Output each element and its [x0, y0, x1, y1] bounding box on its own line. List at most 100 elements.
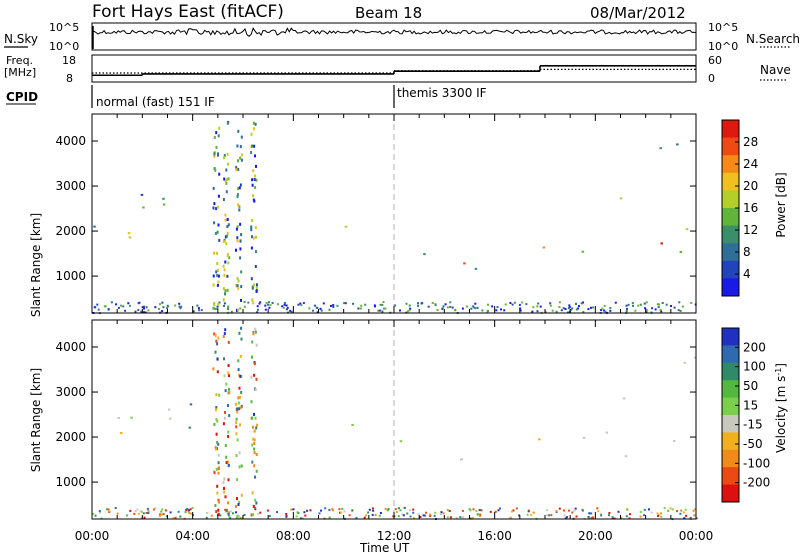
- echo-cell: [251, 355, 253, 359]
- echo-cell: [622, 397, 626, 400]
- echo-cell: [286, 306, 289, 309]
- echo-cell: [239, 256, 242, 260]
- nsky-line: [91, 27, 697, 37]
- echo-cell: [343, 510, 346, 513]
- echo-cell: [227, 261, 230, 265]
- echo-cell: [215, 145, 218, 149]
- echo-cell: [515, 507, 518, 510]
- echo-cell: [546, 514, 549, 517]
- echo-cell: [224, 292, 226, 296]
- figure-title: Fort Hays East (fitACF): [92, 2, 284, 22]
- echo-cell: [240, 270, 243, 274]
- cpid-entry-normal: normal (fast) 151 IF: [96, 95, 215, 109]
- echo-cell: [235, 408, 238, 411]
- echo-cell: [412, 508, 415, 511]
- echo-cell: [259, 301, 262, 304]
- echo-cell: [474, 302, 477, 305]
- echo-cell: [213, 152, 216, 156]
- echo-cell: [236, 225, 239, 229]
- echo-cell: [496, 306, 499, 309]
- echo-cell: [596, 507, 599, 510]
- echo-cell: [212, 306, 215, 310]
- echo-cell: [472, 508, 475, 511]
- echo-cell: [227, 460, 229, 464]
- echo-cell: [239, 247, 242, 251]
- echo-cell: [253, 464, 256, 468]
- echo-cell: [238, 208, 241, 212]
- echo-cell: [322, 302, 325, 305]
- echo-cell: [227, 177, 230, 181]
- echo-cell: [252, 169, 255, 173]
- echo-cell: [632, 304, 634, 307]
- freq-label-line1: Freq.: [6, 54, 33, 67]
- echo-cell: [519, 309, 522, 312]
- echo-cell: [576, 307, 579, 310]
- y-tick-label: 1000: [55, 475, 86, 489]
- echo-cell: [513, 301, 516, 304]
- echo-cell: [377, 309, 380, 312]
- echo-cell: [328, 516, 331, 519]
- echo-cell: [237, 279, 240, 283]
- echo-cell: [617, 510, 620, 513]
- echo-cell: [223, 490, 226, 494]
- echo-cell: [250, 132, 253, 136]
- echo-cell: [328, 509, 331, 511]
- y-tick-label: 4000: [55, 134, 86, 148]
- echo-cell: [486, 311, 489, 314]
- echo-cell: [283, 303, 286, 306]
- echo-cell: [147, 509, 150, 512]
- echo-cell: [253, 412, 255, 416]
- echo-cell: [509, 302, 512, 304]
- echo-cell: [254, 226, 257, 229]
- echo-cell: [669, 507, 672, 510]
- echo-cell: [197, 307, 200, 310]
- colorbar-tick-label: -15: [743, 418, 763, 432]
- echo-cell: [227, 404, 229, 407]
- echo-cell: [255, 343, 258, 347]
- echo-cell: [332, 509, 335, 512]
- echo-cell: [256, 305, 259, 308]
- echo-cell: [289, 309, 292, 312]
- echo-cell: [227, 308, 229, 311]
- echo-cell: [154, 507, 157, 510]
- echo-cell: [252, 194, 255, 198]
- echo-cell: [228, 387, 230, 391]
- echo-cell: [187, 509, 190, 512]
- echo-cell: [670, 305, 672, 307]
- x-tick-label: 12:00: [377, 529, 412, 543]
- colorbar-swatch: [722, 467, 739, 486]
- echo-cell: [161, 508, 164, 511]
- power-heatmap-panel: 1000 2000 3000 4000: [55, 113, 697, 315]
- echo-cell: [217, 498, 220, 502]
- nsky-tick-high: 10^5: [49, 21, 79, 34]
- echo-cell: [255, 469, 258, 473]
- echo-cell: [254, 327, 257, 331]
- colorbar-swatch: [722, 208, 739, 227]
- echo-cell: [253, 127, 255, 131]
- colorbar-tick-label: -100: [743, 456, 770, 470]
- echo-cell: [167, 408, 171, 411]
- echo-cell: [281, 305, 284, 308]
- echo-cell: [254, 154, 256, 158]
- nsky-tick-low: 10^0: [49, 40, 79, 53]
- cpid-entry-themis: themis 3300 IF: [397, 86, 487, 100]
- echo-cell: [639, 510, 642, 513]
- echo-cell: [218, 500, 220, 504]
- echo-cell: [487, 309, 489, 312]
- echo-cell: [236, 438, 239, 442]
- echo-cell: [240, 337, 243, 341]
- echo-cell: [217, 512, 220, 516]
- echo-cell: [254, 507, 257, 510]
- echo-cell: [142, 311, 145, 314]
- echo-cell: [521, 301, 524, 304]
- echo-cell: [243, 514, 246, 516]
- echo-cell: [237, 401, 240, 405]
- echo-cell: [255, 289, 258, 293]
- echo-cell: [253, 442, 256, 445]
- velocity-colorbar-label: Velocity [m s-1]: [774, 363, 788, 453]
- echo-cell: [660, 310, 663, 313]
- echo-cell: [373, 304, 376, 307]
- echo-cell: [359, 307, 362, 310]
- echo-cells: [92, 120, 697, 315]
- echo-cell: [152, 508, 155, 511]
